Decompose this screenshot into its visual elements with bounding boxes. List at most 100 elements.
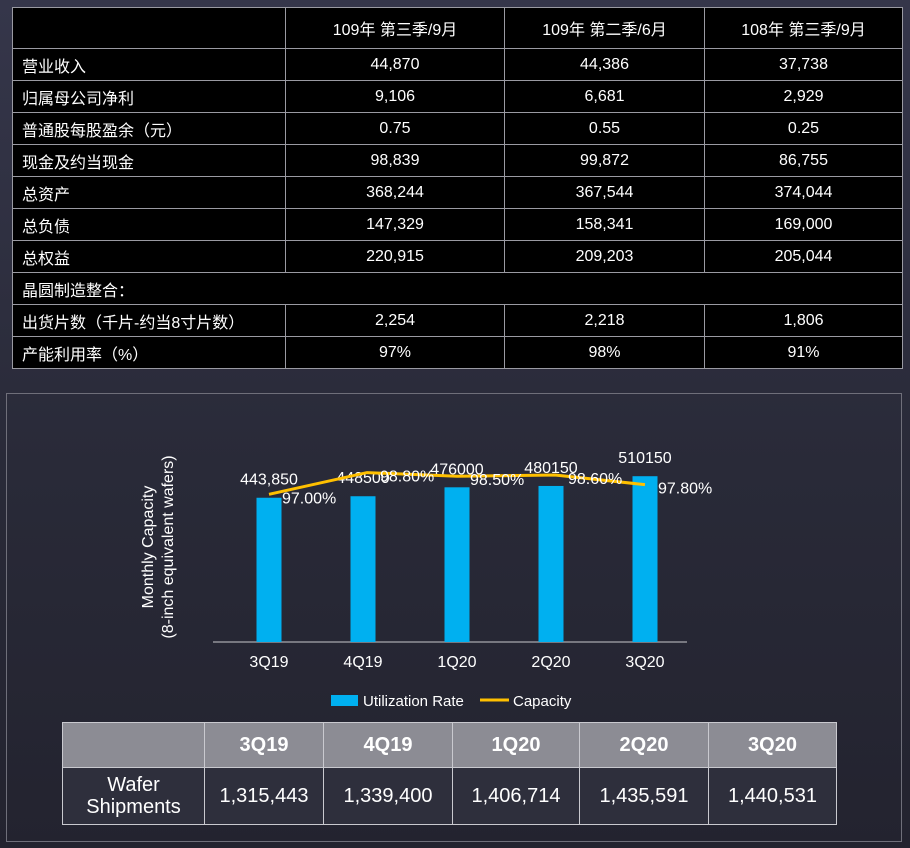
legend-swatch-utilization bbox=[331, 695, 358, 706]
bar-4Q19 bbox=[350, 496, 376, 642]
bar-2Q20 bbox=[538, 485, 564, 642]
row-label: 营业收入 bbox=[12, 48, 286, 81]
row-label: 产能利用率（%） bbox=[12, 336, 286, 369]
financial-header-col-3: 108年 第三季/9月 bbox=[704, 7, 903, 49]
bar-label-3Q20: 510150 bbox=[618, 450, 671, 467]
shipments-cell: 1,435,591 bbox=[579, 767, 709, 825]
row-label: 现金及约当现金 bbox=[12, 144, 286, 177]
shipments-row: Wafer Shipments 1,315,443 1,339,400 1,40… bbox=[62, 767, 837, 825]
table-cell: 91% bbox=[704, 336, 903, 369]
x-tick-labels: 3Q19 4Q19 1Q20 2Q20 3Q20 bbox=[249, 654, 664, 671]
table-cell: 0.75 bbox=[285, 112, 505, 145]
table-cell: 220,915 bbox=[285, 240, 505, 273]
table-cell: 86,755 bbox=[704, 144, 903, 177]
shipments-row-label: Wafer Shipments bbox=[62, 767, 205, 825]
bar-1Q20 bbox=[444, 487, 470, 642]
chart-legend: Utilization Rate Capacity bbox=[331, 693, 572, 710]
row-label: 出货片数（千片-约当8寸片数） bbox=[12, 304, 286, 337]
table-cell: 0.55 bbox=[504, 112, 705, 145]
row-label: 总权益 bbox=[12, 240, 286, 273]
bar-3Q19 bbox=[256, 497, 282, 642]
line-labels: 97.00% 98.80% 98.50% 98.60% 97.80% bbox=[282, 469, 712, 508]
shipments-header-row: 3Q19 4Q19 1Q20 2Q20 3Q20 bbox=[62, 722, 837, 768]
shipments-cell: 1,406,714 bbox=[452, 767, 580, 825]
table-cell: 367,544 bbox=[504, 176, 705, 209]
bar-label-4Q19: 448500 bbox=[336, 470, 389, 487]
shipments-header-col: 3Q20 bbox=[708, 722, 837, 768]
line-label-4Q19: 98.80% bbox=[380, 469, 434, 486]
legend-label-capacity: Capacity bbox=[513, 693, 572, 710]
table-row: 出货片数（千片-约当8寸片数） 2,254 2,218 1,806 bbox=[12, 304, 903, 337]
table-row: 总负债 147,329 158,341 169,000 bbox=[12, 208, 903, 241]
bar-3Q20 bbox=[632, 476, 658, 642]
x-tick-1Q20: 1Q20 bbox=[437, 654, 476, 671]
table-cell: 374,044 bbox=[704, 176, 903, 209]
table-cell: 209,203 bbox=[504, 240, 705, 273]
financial-header-row: 109年 第三季/9月 109年 第二季/6月 108年 第三季/9月 bbox=[12, 7, 903, 49]
row-label: 归属母公司净利 bbox=[12, 80, 286, 113]
shipments-cell: 1,315,443 bbox=[204, 767, 324, 825]
bar-label-1Q20: 476000 bbox=[430, 461, 483, 478]
shipments-header-col: 2Q20 bbox=[579, 722, 709, 768]
section-label: 晶圆制造整合： bbox=[12, 272, 903, 305]
wafer-shipments-table: 3Q19 4Q19 1Q20 2Q20 3Q20 Wafer Shipments… bbox=[62, 722, 837, 825]
table-cell: 2,929 bbox=[704, 80, 903, 113]
table-cell: 158,341 bbox=[504, 208, 705, 241]
row-label: 总负债 bbox=[12, 208, 286, 241]
table-cell: 2,254 bbox=[285, 304, 505, 337]
y-axis-label-line-1: Monthly Capacity bbox=[140, 486, 157, 609]
bar-label-3Q19: 443,850 bbox=[240, 472, 298, 489]
row-label: 普通股每股盈余（元） bbox=[12, 112, 286, 145]
shipments-label-line-1: Wafer bbox=[107, 774, 160, 796]
x-tick-3Q20: 3Q20 bbox=[625, 654, 664, 671]
table-cell: 0.25 bbox=[704, 112, 903, 145]
row-label: 总资产 bbox=[12, 176, 286, 209]
x-tick-3Q19: 3Q19 bbox=[249, 654, 288, 671]
table-cell: 99,872 bbox=[504, 144, 705, 177]
table-row: 现金及约当现金 98,839 99,872 86,755 bbox=[12, 144, 903, 177]
financial-header-col-1: 109年 第三季/9月 bbox=[285, 7, 505, 49]
table-cell: 9,106 bbox=[285, 80, 505, 113]
section-header-row: 晶圆制造整合： bbox=[12, 272, 903, 305]
table-row: 产能利用率（%） 97% 98% 91% bbox=[12, 336, 903, 369]
table-cell: 1,806 bbox=[704, 304, 903, 337]
capacity-line bbox=[268, 471, 646, 496]
table-cell: 368,244 bbox=[285, 176, 505, 209]
shipments-header-col: 1Q20 bbox=[452, 722, 580, 768]
x-tick-4Q19: 4Q19 bbox=[343, 654, 382, 671]
x-tick-2Q20: 2Q20 bbox=[531, 654, 570, 671]
line-label-3Q19: 97.00% bbox=[282, 490, 336, 507]
line-label-3Q20: 97.80% bbox=[658, 481, 712, 498]
financial-header-corner bbox=[12, 7, 286, 49]
table-cell: 2,218 bbox=[504, 304, 705, 337]
table-row: 普通股每股盈余（元） 0.75 0.55 0.25 bbox=[12, 112, 903, 145]
capacity-chart-panel: Monthly Capacity (8-inch equivalent wafe… bbox=[6, 393, 902, 842]
table-row: 总资产 368,244 367,544 374,044 bbox=[12, 176, 903, 209]
line-label-1Q20: 98.50% bbox=[470, 472, 524, 489]
shipments-header-col: 4Q19 bbox=[323, 722, 453, 768]
shipments-header-col: 3Q19 bbox=[204, 722, 324, 768]
table-row: 总权益 220,915 209,203 205,044 bbox=[12, 240, 903, 273]
financial-header-col-2: 109年 第二季/6月 bbox=[504, 7, 705, 49]
table-cell: 98% bbox=[504, 336, 705, 369]
shipments-cell: 1,339,400 bbox=[323, 767, 453, 825]
y-axis-label-line-2: (8-inch equivalent wafers) bbox=[160, 455, 177, 638]
table-cell: 205,044 bbox=[704, 240, 903, 273]
table-cell: 6,681 bbox=[504, 80, 705, 113]
table-cell: 44,386 bbox=[504, 48, 705, 81]
capacity-chart: Monthly Capacity (8-inch equivalent wafe… bbox=[140, 450, 712, 710]
table-cell: 98,839 bbox=[285, 144, 505, 177]
table-cell: 169,000 bbox=[704, 208, 903, 241]
shipments-cell: 1,440,531 bbox=[708, 767, 837, 825]
bar-series bbox=[256, 476, 658, 642]
y-axis-label: Monthly Capacity (8-inch equivalent wafe… bbox=[140, 455, 177, 638]
financial-summary-table: 109年 第三季/9月 109年 第二季/6月 108年 第三季/9月 营业收入… bbox=[12, 7, 903, 369]
line-label-2Q20: 98.60% bbox=[568, 471, 622, 488]
table-cell: 97% bbox=[285, 336, 505, 369]
bar-label-2Q20: 480150 bbox=[524, 460, 577, 477]
table-row: 归属母公司净利 9,106 6,681 2,929 bbox=[12, 80, 903, 113]
legend-label-utilization: Utilization Rate bbox=[363, 693, 464, 710]
table-row: 营业收入 44,870 44,386 37,738 bbox=[12, 48, 903, 81]
table-cell: 44,870 bbox=[285, 48, 505, 81]
bar-labels: 443,850 448500 476000 480150 510150 bbox=[240, 450, 672, 489]
